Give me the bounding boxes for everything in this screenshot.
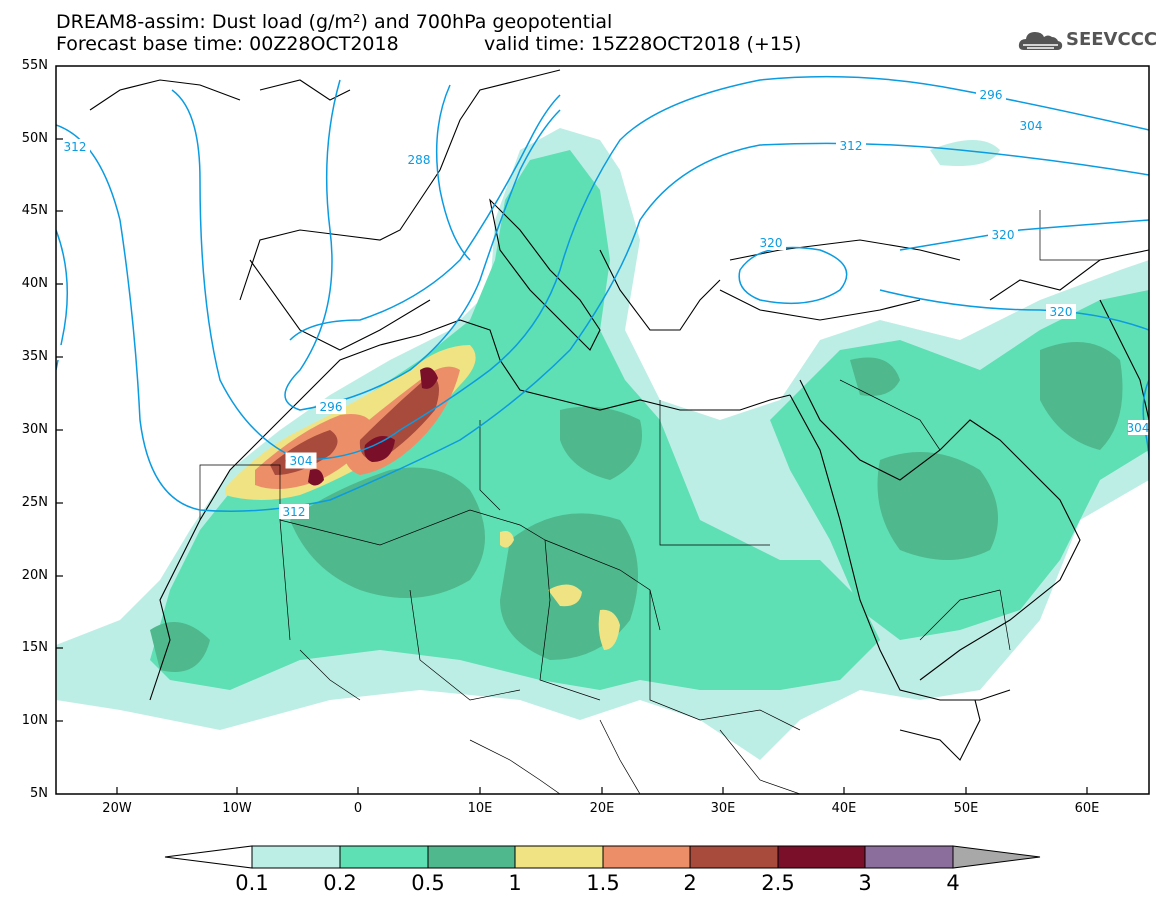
svg-text:304: 304 (1127, 421, 1150, 435)
cloud-logo-icon (1018, 32, 1063, 50)
lat-label: 35N (21, 349, 48, 364)
country-borders (199, 210, 1100, 794)
lat-label: 15N (21, 640, 48, 655)
colorbar-box-4 (514, 845, 604, 869)
colorbar-label: 4 (946, 871, 960, 895)
lat-label: 40N (21, 276, 48, 291)
seevccc-logo: SEEVCCC (1018, 28, 1158, 54)
lat-label: 45N (21, 203, 48, 218)
svg-text:312: 312 (840, 139, 863, 153)
logo-text: SEEVCCC (1066, 29, 1158, 50)
svg-text:304: 304 (290, 454, 313, 468)
lon-label: 30E (710, 801, 736, 816)
lat-label: 5N (30, 786, 48, 801)
valid-time-label: valid time: 15Z28OCT2018 (+15) (484, 33, 802, 55)
colorbar-box-1 (251, 845, 341, 869)
lon-label: 0 (353, 801, 363, 816)
colorbar-label: 0.2 (323, 871, 357, 895)
coastlines (89, 69, 1149, 761)
colorbar-label: 0.1 (235, 871, 269, 895)
svg-text:296: 296 (320, 400, 343, 414)
colorbar-box-5 (602, 845, 691, 869)
colorbar-box-2 (339, 845, 429, 869)
colorbar (164, 845, 1041, 869)
forecast-times: Forecast base time: 00Z28OCT2018 valid ti… (56, 33, 801, 55)
colorbar-label: 2 (683, 871, 697, 895)
svg-text:296: 296 (980, 88, 1003, 102)
colorbar-label: 1 (508, 871, 522, 895)
lon-label: 10W (222, 801, 252, 816)
svg-text:320: 320 (992, 228, 1015, 242)
map-ticks (56, 138, 1088, 794)
lon-label: 50E (953, 801, 979, 816)
svg-text:288: 288 (408, 153, 431, 167)
lat-label: 50N (21, 131, 48, 146)
svg-text:320: 320 (1050, 305, 1073, 319)
lat-label: 25N (21, 495, 48, 510)
lon-label: 60E (1074, 801, 1100, 816)
base-time-label: Forecast base time: 00Z28OCT2018 (56, 33, 399, 55)
contour-labels: 312 288 296 304 312 296 304 312 320 320 … (56, 87, 1149, 519)
lon-label: 40E (831, 801, 857, 816)
colorbar-box-3 (427, 845, 516, 869)
colorbar-box-6 (689, 845, 779, 869)
lat-label: 30N (21, 422, 48, 437)
colorbar-under-triangle (164, 845, 253, 869)
lat-label: 20N (21, 568, 48, 583)
lat-label: 10N (21, 713, 48, 728)
lon-label: 20W (102, 801, 132, 816)
map-title: DREAM8-assim: Dust load (g/m²) and 700hP… (56, 11, 613, 33)
svg-text:320: 320 (760, 236, 783, 250)
colorbar-label: 1.5 (586, 871, 620, 895)
colorbar-label: 0.5 (411, 871, 445, 895)
colorbar-label: 2.5 (761, 871, 795, 895)
lat-label: 55N (21, 58, 48, 73)
dust-field-dark-red (285, 367, 438, 486)
svg-text:304: 304 (1020, 119, 1043, 133)
lon-label: 10E (467, 801, 493, 816)
colorbar-box-8 (864, 845, 954, 869)
svg-text:312: 312 (283, 505, 306, 519)
colorbar-label: 3 (858, 871, 872, 895)
lon-label: 20E (589, 801, 615, 816)
svg-text:312: 312 (64, 140, 87, 154)
colorbar-over-triangle (952, 845, 1041, 869)
colorbar-box-7 (777, 845, 866, 869)
